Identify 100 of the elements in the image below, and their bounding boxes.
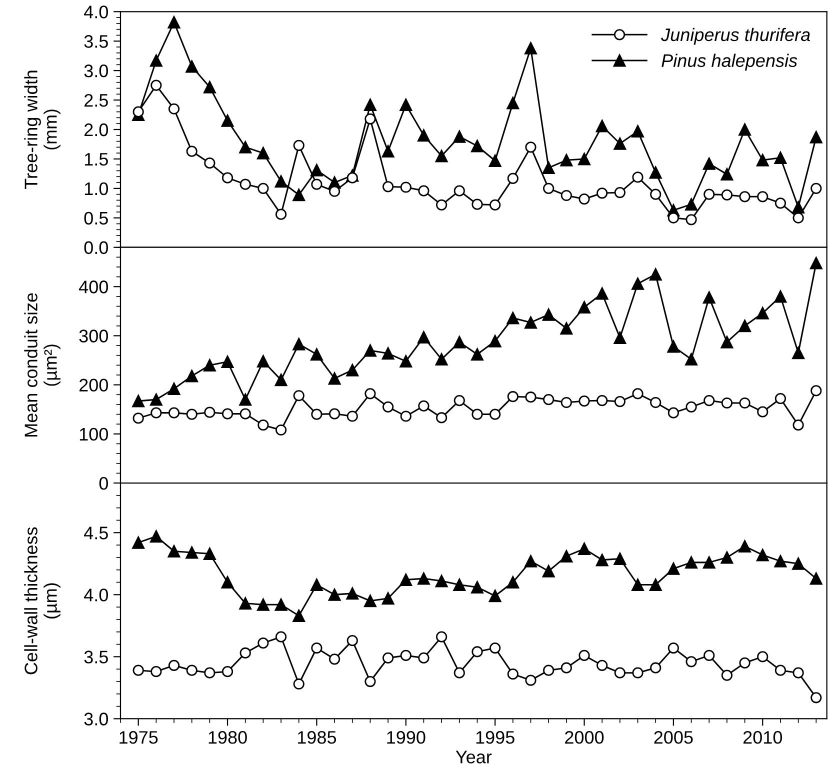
point [256,598,270,611]
point [524,316,537,329]
point [150,666,162,678]
point [721,189,733,200]
point [454,185,465,196]
point [418,652,430,664]
point [506,576,520,589]
point [258,420,269,431]
point [168,660,180,671]
point [132,394,145,408]
point [756,154,769,166]
y-tick-label: 3.5 [84,35,108,48]
point [560,396,572,408]
x-tick-label: 1975 [120,731,158,744]
point [704,188,715,200]
y-tick-label: 2.0 [84,123,108,136]
point [293,390,304,402]
point [614,331,626,344]
y-tick-label: 4.5 [84,526,108,540]
point [204,406,216,418]
point [150,80,162,91]
point [488,154,502,167]
point [274,175,288,188]
point [614,137,626,150]
point [702,556,716,569]
point [596,660,608,671]
point [346,364,359,376]
x-tick-label: 1985 [298,731,336,744]
y-tick-label: 0 [99,476,108,490]
point [275,208,287,220]
point [435,574,448,588]
point [614,396,626,408]
point [578,650,590,662]
y-tick-label: 3.0 [84,712,108,726]
point [311,408,322,420]
point [418,185,430,196]
y-axis-title: Mean conduit size (µm²) [24,293,60,436]
point [668,642,679,654]
point [650,188,662,200]
point [132,106,144,118]
point [774,290,787,303]
point [221,114,234,127]
y-tick-label: 3.5 [84,650,108,664]
point [364,676,376,688]
point [132,664,144,676]
point [721,397,733,409]
point [221,356,234,368]
point [417,330,430,344]
point [507,668,518,680]
point [738,320,752,332]
y-tick-label: 1.5 [84,153,108,166]
point [632,578,644,592]
point [364,98,376,112]
point [364,344,376,357]
point [382,181,394,192]
point [632,277,644,290]
point [578,542,591,556]
point [614,552,626,565]
point [596,394,608,406]
point [810,385,822,396]
point [686,214,697,226]
point [488,334,502,348]
point [204,158,216,169]
point [525,392,536,403]
point [382,652,394,664]
point [274,374,288,386]
point [810,256,822,270]
point [240,178,251,190]
legend-label: Pinus halepensis [662,54,798,71]
point [774,198,786,209]
point [542,162,555,174]
y-tick-label: 3.0 [84,64,108,78]
point [400,182,412,193]
x-tick-label: 2005 [654,731,693,744]
point [649,268,662,281]
point [454,667,465,678]
point [810,182,822,194]
point [400,355,412,368]
point [704,650,715,662]
point [435,150,448,162]
point [668,212,679,224]
point [292,610,306,622]
point [400,574,412,586]
point [364,113,376,124]
point [168,545,180,558]
point [774,664,786,676]
point [453,130,466,143]
point [757,651,768,662]
y-tick-label: 100 [80,428,108,441]
point [293,678,304,690]
point [240,408,251,420]
point [186,664,198,676]
point [382,401,394,412]
y-tick-label: 2.5 [84,94,108,107]
point [792,667,804,678]
point [649,166,662,179]
y-axis-title: Tree-ring width (mm) [24,70,60,189]
point [203,358,216,372]
point [186,146,198,157]
point [685,353,698,366]
